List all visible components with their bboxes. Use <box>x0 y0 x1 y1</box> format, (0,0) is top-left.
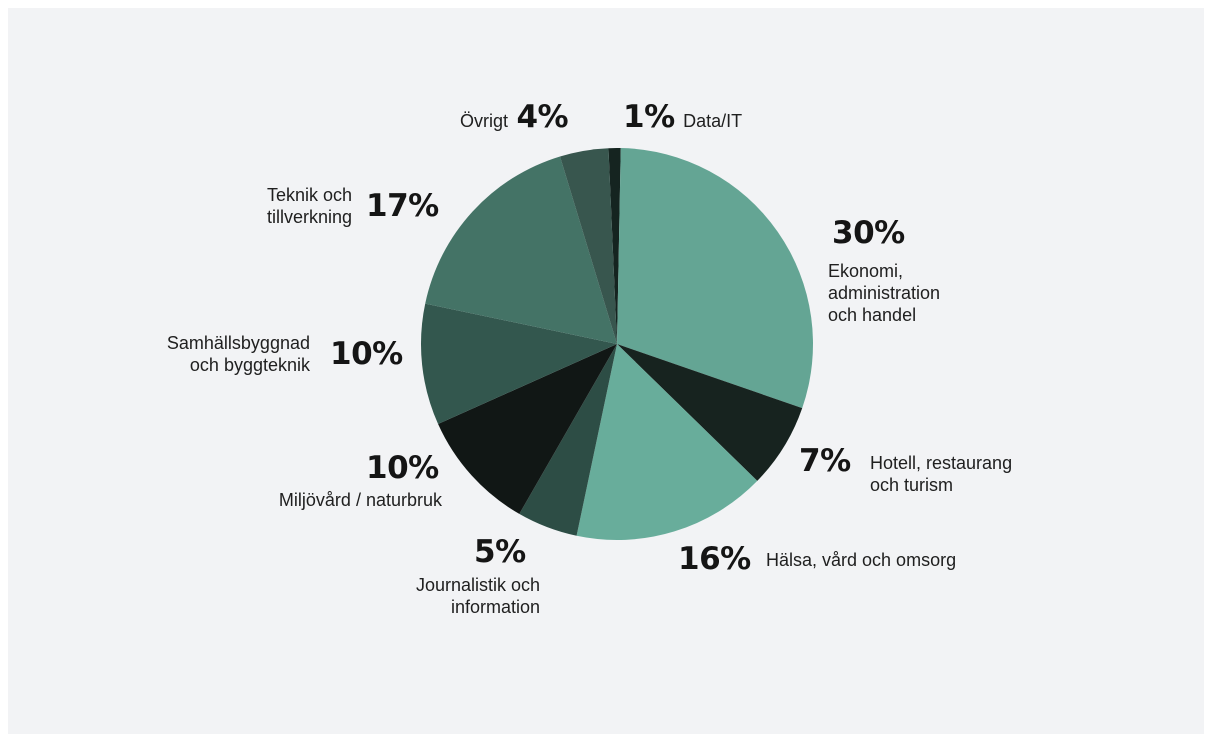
pie-slice-3 <box>576 344 758 541</box>
value-label-hotell: 7% <box>799 443 851 479</box>
value-label-miljovard: 10% <box>366 450 439 486</box>
value-label-journalistik: 5% <box>474 534 526 570</box>
slice-label-halsa: Hälsa, vård och omsorg <box>766 550 957 570</box>
pie-slice-7 <box>425 156 617 344</box>
chart-panel: 1% Data/IT 30% Ekonomi, administration o… <box>8 8 1204 734</box>
pie-slice-5 <box>438 344 617 514</box>
value-label-teknik: 17% <box>366 188 439 224</box>
slice-label-ekonomi: Ekonomi, administration och handel <box>828 261 941 325</box>
slice-label-samhallsbyggnad: Samhällsbyggnad och byggteknik <box>166 333 310 375</box>
slice-label-miljovard: Miljövård / naturbruk <box>278 490 442 510</box>
slice-label-data-it: Data/IT <box>683 111 743 131</box>
label-group-ovrigt: Övrigt 4% <box>460 99 569 135</box>
pie-slice-0 <box>608 148 621 344</box>
slice-label-hotell: Hotell, restaurang och turism <box>870 453 1013 495</box>
pie-slice-8 <box>560 148 617 344</box>
label-group-data-it: 1% Data/IT <box>623 100 742 134</box>
value-label-ekonomi: 30% <box>832 215 905 251</box>
pie-slice-2 <box>617 344 803 481</box>
value-label-samhallsbyggnad: 10% <box>330 336 403 372</box>
slice-label-ovrigt: Övrigt <box>460 111 509 131</box>
pie-slice-4 <box>519 344 617 536</box>
slice-label-journalistik: Journalistik och information <box>415 575 540 617</box>
pie-slice-1 <box>617 148 813 409</box>
value-label-halsa: 16% <box>678 541 751 577</box>
value-label-ovrigt: 4% <box>516 99 569 135</box>
value-label-data-it: 1% <box>623 99 675 135</box>
slice-label-teknik: Teknik och tillverkning <box>266 185 352 227</box>
pie-chart <box>420 148 813 541</box>
pie-slice-6 <box>420 303 617 425</box>
